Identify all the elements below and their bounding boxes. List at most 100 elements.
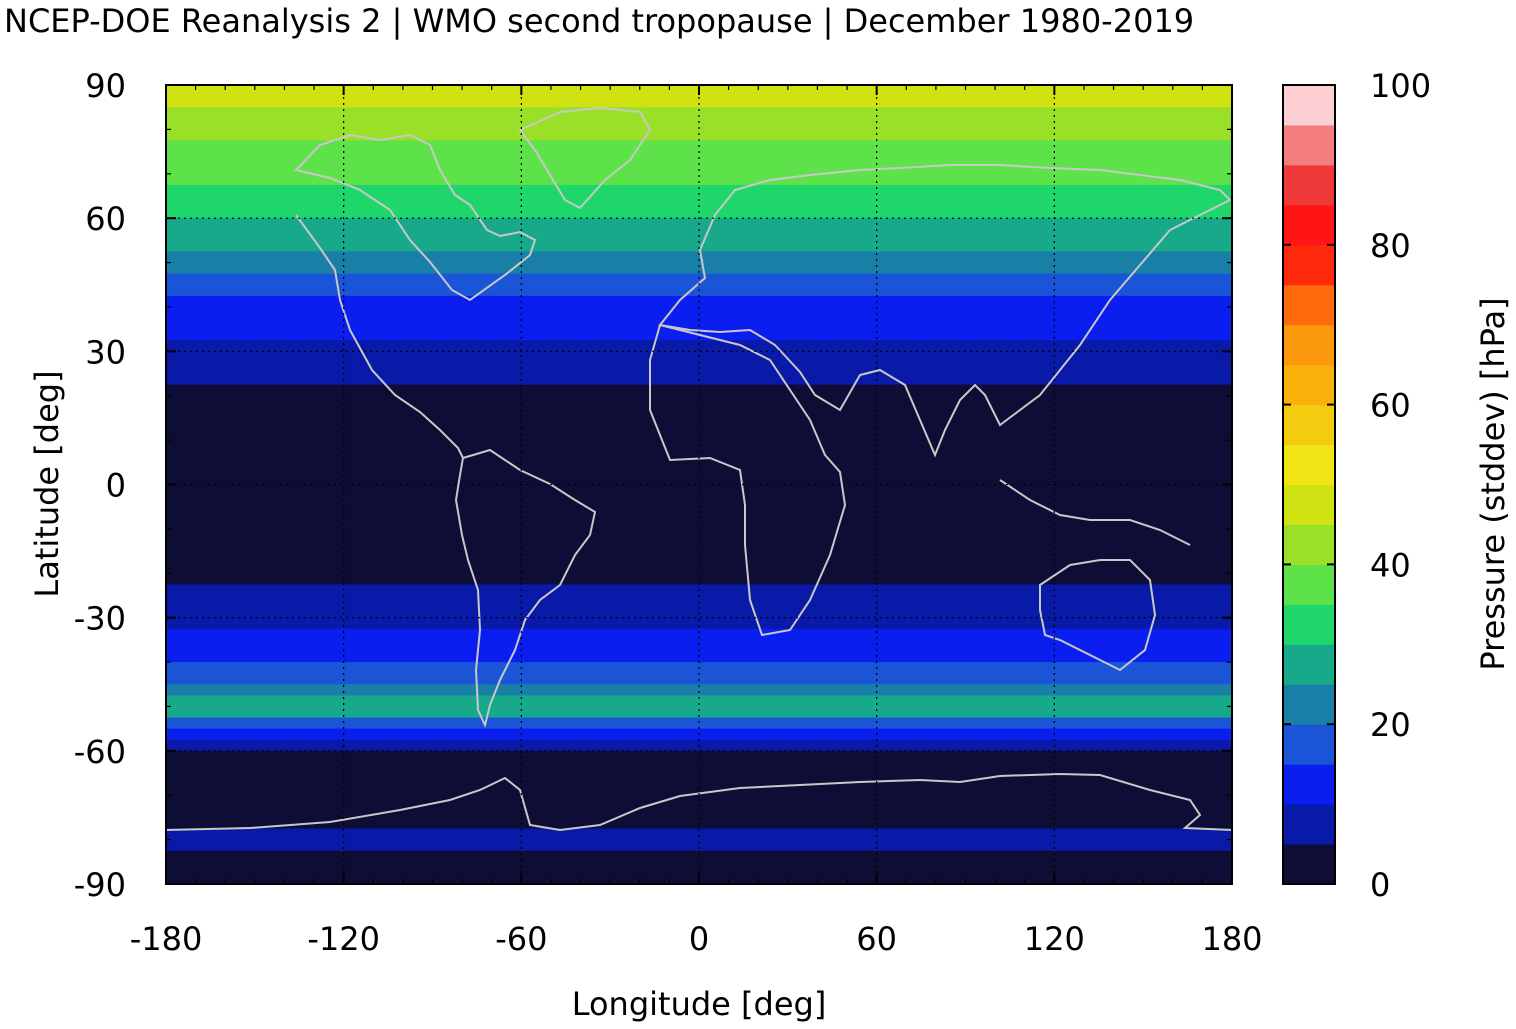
colorbar-segment bbox=[1283, 404, 1335, 446]
colorbar-segment bbox=[1283, 244, 1335, 286]
heatmap-band bbox=[166, 251, 1232, 264]
heatmap-band bbox=[166, 551, 1232, 563]
colorbar-segment bbox=[1283, 844, 1335, 885]
heatmap-band bbox=[166, 528, 1232, 541]
x-tick-label: 180 bbox=[1201, 920, 1262, 958]
heatmap-band bbox=[166, 351, 1232, 364]
coastlines bbox=[166, 106, 1232, 832]
heatmap-band bbox=[166, 384, 1232, 397]
colorbar-segment bbox=[1283, 444, 1335, 485]
coast-antarctica bbox=[166, 772, 1232, 832]
heatmap-band bbox=[166, 573, 1232, 585]
coast-west-america bbox=[295, 214, 464, 459]
colorbar-tick-label: 60 bbox=[1370, 387, 1411, 425]
y-axis: 90 60 30 0 -30 -60 -90 bbox=[74, 67, 1232, 904]
y-tick-label: -90 bbox=[74, 866, 126, 904]
coast-australia bbox=[1039, 559, 1157, 672]
x-tick-label: -60 bbox=[495, 920, 547, 958]
heatmap-band bbox=[166, 695, 1232, 708]
x-tick-label: 120 bbox=[1024, 920, 1085, 958]
heatmap-band bbox=[166, 306, 1232, 319]
coast-africa bbox=[649, 323, 847, 637]
colorbar-axis: 100 80 60 40 20 0 bbox=[1283, 67, 1431, 904]
heatmap-band bbox=[166, 761, 1232, 774]
heatmap-band bbox=[166, 484, 1232, 497]
colorbar-segment bbox=[1283, 524, 1335, 565]
heatmap-band bbox=[166, 395, 1232, 408]
heatmap-band bbox=[166, 784, 1232, 796]
heatmap-band bbox=[166, 273, 1232, 286]
colorbar-segment bbox=[1283, 124, 1335, 166]
heatmap-band bbox=[166, 773, 1232, 785]
colorbar-segment bbox=[1283, 364, 1335, 406]
y-tick-label: 60 bbox=[85, 200, 126, 238]
coast-indonesia bbox=[999, 479, 1191, 546]
colorbar-segment bbox=[1283, 484, 1335, 525]
grid-lines bbox=[166, 85, 1232, 884]
colorbar-title: Pressure (stddev) [hPa] bbox=[1474, 297, 1512, 670]
colorbar-segment bbox=[1283, 564, 1335, 605]
heatmap-band bbox=[166, 473, 1232, 486]
colorbar-segment bbox=[1283, 204, 1335, 246]
colorbar-segment bbox=[1283, 85, 1335, 126]
heatmap-band bbox=[166, 340, 1232, 352]
heatmap-band bbox=[166, 839, 1232, 852]
heatmap-band bbox=[166, 195, 1232, 208]
heatmap-band bbox=[166, 639, 1232, 652]
heatmap-band bbox=[166, 828, 1232, 841]
colorbar-segment bbox=[1283, 724, 1335, 765]
colorbar-segment bbox=[1283, 284, 1335, 326]
heatmap-band bbox=[166, 162, 1232, 175]
heatmap-band bbox=[166, 606, 1232, 619]
heatmap-band bbox=[166, 262, 1232, 275]
colorbar-tick-label: 100 bbox=[1370, 67, 1431, 105]
heatmap-band bbox=[166, 129, 1232, 142]
heatmap-band bbox=[166, 684, 1232, 696]
colorbar-segment bbox=[1283, 164, 1335, 206]
heatmap-band bbox=[166, 184, 1232, 197]
heatmap-band bbox=[166, 861, 1232, 874]
x-tick-label: 60 bbox=[856, 920, 897, 958]
heatmap-band bbox=[166, 539, 1232, 552]
colorbar-tick-label: 0 bbox=[1370, 866, 1390, 904]
heatmap-band bbox=[166, 173, 1232, 186]
colorbar-tick-label: 40 bbox=[1370, 546, 1411, 584]
heatmap-band bbox=[166, 462, 1232, 475]
heatmap-band bbox=[166, 706, 1232, 719]
coast-south-america bbox=[454, 448, 597, 728]
heatmap-band bbox=[166, 240, 1232, 253]
colorbar-segment bbox=[1283, 644, 1335, 685]
y-tick-label: 30 bbox=[85, 333, 126, 371]
heatmap-band bbox=[166, 107, 1232, 119]
heatmap-band bbox=[166, 318, 1232, 330]
heatmap-band bbox=[166, 795, 1232, 807]
colorbar-segment bbox=[1283, 804, 1335, 845]
heatmap-band bbox=[166, 628, 1232, 641]
colorbar-segment bbox=[1283, 604, 1335, 645]
y-tick-label: 90 bbox=[85, 67, 126, 105]
heatmap-band bbox=[166, 495, 1232, 508]
coast-eurasia bbox=[658, 164, 1232, 458]
x-axis: -180 -120 -60 0 60 120 180 bbox=[130, 85, 1263, 958]
x-tick-label: -180 bbox=[130, 920, 203, 958]
y-tick-label: -30 bbox=[74, 600, 126, 638]
heatmap-band bbox=[166, 850, 1232, 863]
colorbar-segment bbox=[1283, 684, 1335, 725]
colorbar-segment bbox=[1283, 324, 1335, 366]
colorbar-tick-label: 80 bbox=[1370, 227, 1411, 265]
heatmap-band bbox=[166, 417, 1232, 430]
x-tick-label: 0 bbox=[689, 920, 709, 958]
y-axis-title: Latitude [deg] bbox=[28, 370, 66, 597]
colorbar-segment bbox=[1283, 764, 1335, 805]
colorbar bbox=[1282, 84, 1336, 885]
colorbar-frame bbox=[1282, 84, 1336, 885]
coast-greenland bbox=[518, 106, 652, 210]
chart-title: NCEP-DOE Reanalysis 2 | WMO second tropo… bbox=[4, 2, 1195, 40]
y-tick-label: 0 bbox=[106, 467, 126, 505]
x-tick-label: -120 bbox=[307, 920, 380, 958]
heatmap-band bbox=[166, 562, 1232, 574]
x-axis-title: Longitude [deg] bbox=[572, 985, 827, 1023]
colorbar-tick-label: 20 bbox=[1370, 706, 1411, 744]
heatmap-band bbox=[166, 406, 1232, 419]
